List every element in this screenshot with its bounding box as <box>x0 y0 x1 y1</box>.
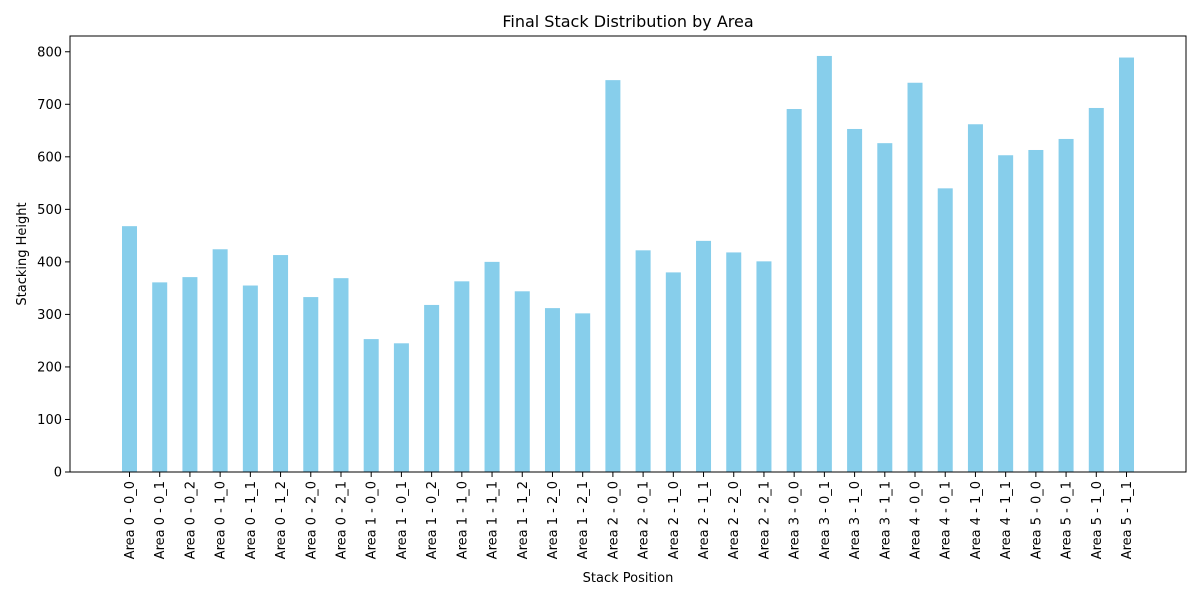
bar-19 <box>696 240 712 472</box>
y-axis-label: Stacking Height <box>15 202 30 305</box>
plot-frame <box>69 35 1187 473</box>
bar-0 <box>122 226 137 472</box>
x-tick-label: Area 1 - 0_1 <box>395 481 410 559</box>
bar-3 <box>212 249 228 472</box>
x-tick-label: Area 3 - 0_1 <box>818 481 833 559</box>
bar-7 <box>333 278 349 472</box>
x-tick-label: Area 0 - 1_1 <box>244 481 259 559</box>
x-tick-label: Area 0 - 2_0 <box>304 481 319 559</box>
bar-27 <box>937 188 953 472</box>
x-tick-label: Area 0 - 1_0 <box>214 481 229 559</box>
bar-8 <box>363 339 379 472</box>
x-tick-label: Area 2 - 2_1 <box>757 481 772 559</box>
bar-2 <box>182 277 198 472</box>
x-tick-label: Area 1 - 2_1 <box>576 481 591 559</box>
y-tick-label: 600 <box>37 150 62 165</box>
x-tick-label: Area 0 - 1_2 <box>274 481 289 559</box>
y-tick-label: 700 <box>37 98 62 113</box>
bar-28 <box>967 124 983 472</box>
bar-13 <box>514 291 530 472</box>
x-tick-label: Area 5 - 0_0 <box>1029 481 1044 559</box>
x-tick-label: Area 5 - 1_0 <box>1090 481 1105 559</box>
y-tick-label: 800 <box>37 45 62 60</box>
y-tick-label: 0 <box>54 466 62 481</box>
x-tick-label: Area 1 - 0_2 <box>425 481 440 559</box>
bar-26 <box>907 82 923 472</box>
y-tick-label: 200 <box>37 360 62 375</box>
bar-16 <box>605 80 621 472</box>
x-tick-label: Area 4 - 0_0 <box>909 481 924 559</box>
bar-22 <box>786 109 802 473</box>
bar-21 <box>756 261 772 472</box>
bar-24 <box>847 128 863 473</box>
x-tick-label: Area 3 - 1_1 <box>878 481 893 559</box>
y-tick-label: 300 <box>37 308 62 323</box>
bar-17 <box>635 250 651 472</box>
bar-10 <box>424 304 440 472</box>
x-tick-label: Area 0 - 0_2 <box>183 481 198 559</box>
y-tick-label: 100 <box>37 413 62 428</box>
x-tick-label: Area 3 - 1_0 <box>848 481 863 559</box>
x-tick-label: Area 5 - 0_1 <box>1060 481 1075 559</box>
x-tick-label: Area 4 - 1_1 <box>999 481 1014 559</box>
y-axis: 0 100 200 300 400 500 600 700 800 <box>37 45 70 481</box>
x-tick-label: Area 1 - 0_0 <box>365 481 380 559</box>
x-tick-label: Area 2 - 2_0 <box>727 481 742 559</box>
bar-31 <box>1058 138 1074 472</box>
bar-30 <box>1028 149 1044 473</box>
bar-25 <box>877 143 893 472</box>
x-tick-label: Area 2 - 1_1 <box>697 481 712 559</box>
bar-4 <box>242 285 258 472</box>
bar-9 <box>393 343 409 472</box>
bar-12 <box>484 261 500 472</box>
bar-11 <box>454 281 470 472</box>
bar-20 <box>726 252 742 472</box>
x-tick-label: Area 0 - 0_1 <box>153 481 168 559</box>
x-tick-label: Area 2 - 0_1 <box>637 481 652 559</box>
y-tick-label: 400 <box>37 255 62 270</box>
y-tick-label: 500 <box>37 203 62 218</box>
bar-6 <box>303 297 319 472</box>
x-tick-label: Area 1 - 1_2 <box>516 481 531 559</box>
x-tick-label: Area 4 - 0_1 <box>939 481 954 559</box>
x-axis-label: Stack Position <box>583 571 674 586</box>
bar-32 <box>1088 107 1104 472</box>
x-tick-label: Area 5 - 1_1 <box>1120 481 1135 559</box>
bar-5 <box>273 255 289 472</box>
x-tick-label: Area 1 - 1_1 <box>486 481 501 559</box>
bar-1 <box>152 282 168 472</box>
x-tick-label: Area 1 - 2_0 <box>546 481 561 559</box>
x-tick-label: Area 3 - 0_0 <box>788 481 803 559</box>
bar-23 <box>816 55 832 473</box>
x-tick-label: Area 0 - 2_1 <box>334 481 349 559</box>
bar-33 <box>1119 57 1134 472</box>
bar-29 <box>998 155 1014 473</box>
chart-title: Final Stack Distribution by Area <box>502 12 753 31</box>
bar-18 <box>665 272 681 472</box>
bar-14 <box>544 308 560 472</box>
x-tick-label: Area 1 - 1_0 <box>455 481 470 559</box>
bar-15 <box>575 313 591 472</box>
x-tick-label: Area 2 - 0_0 <box>606 481 621 559</box>
x-tick-label: Area 0 - 0_0 <box>123 481 138 559</box>
x-axis: Area 0 - 0_0 Area 0 - 0_1 Area 0 - 0_2 Area… <box>123 472 1135 559</box>
x-tick-label: Area 4 - 1_0 <box>969 481 984 559</box>
bars-group <box>122 55 1134 473</box>
x-tick-label: Area 2 - 1_0 <box>667 481 682 559</box>
